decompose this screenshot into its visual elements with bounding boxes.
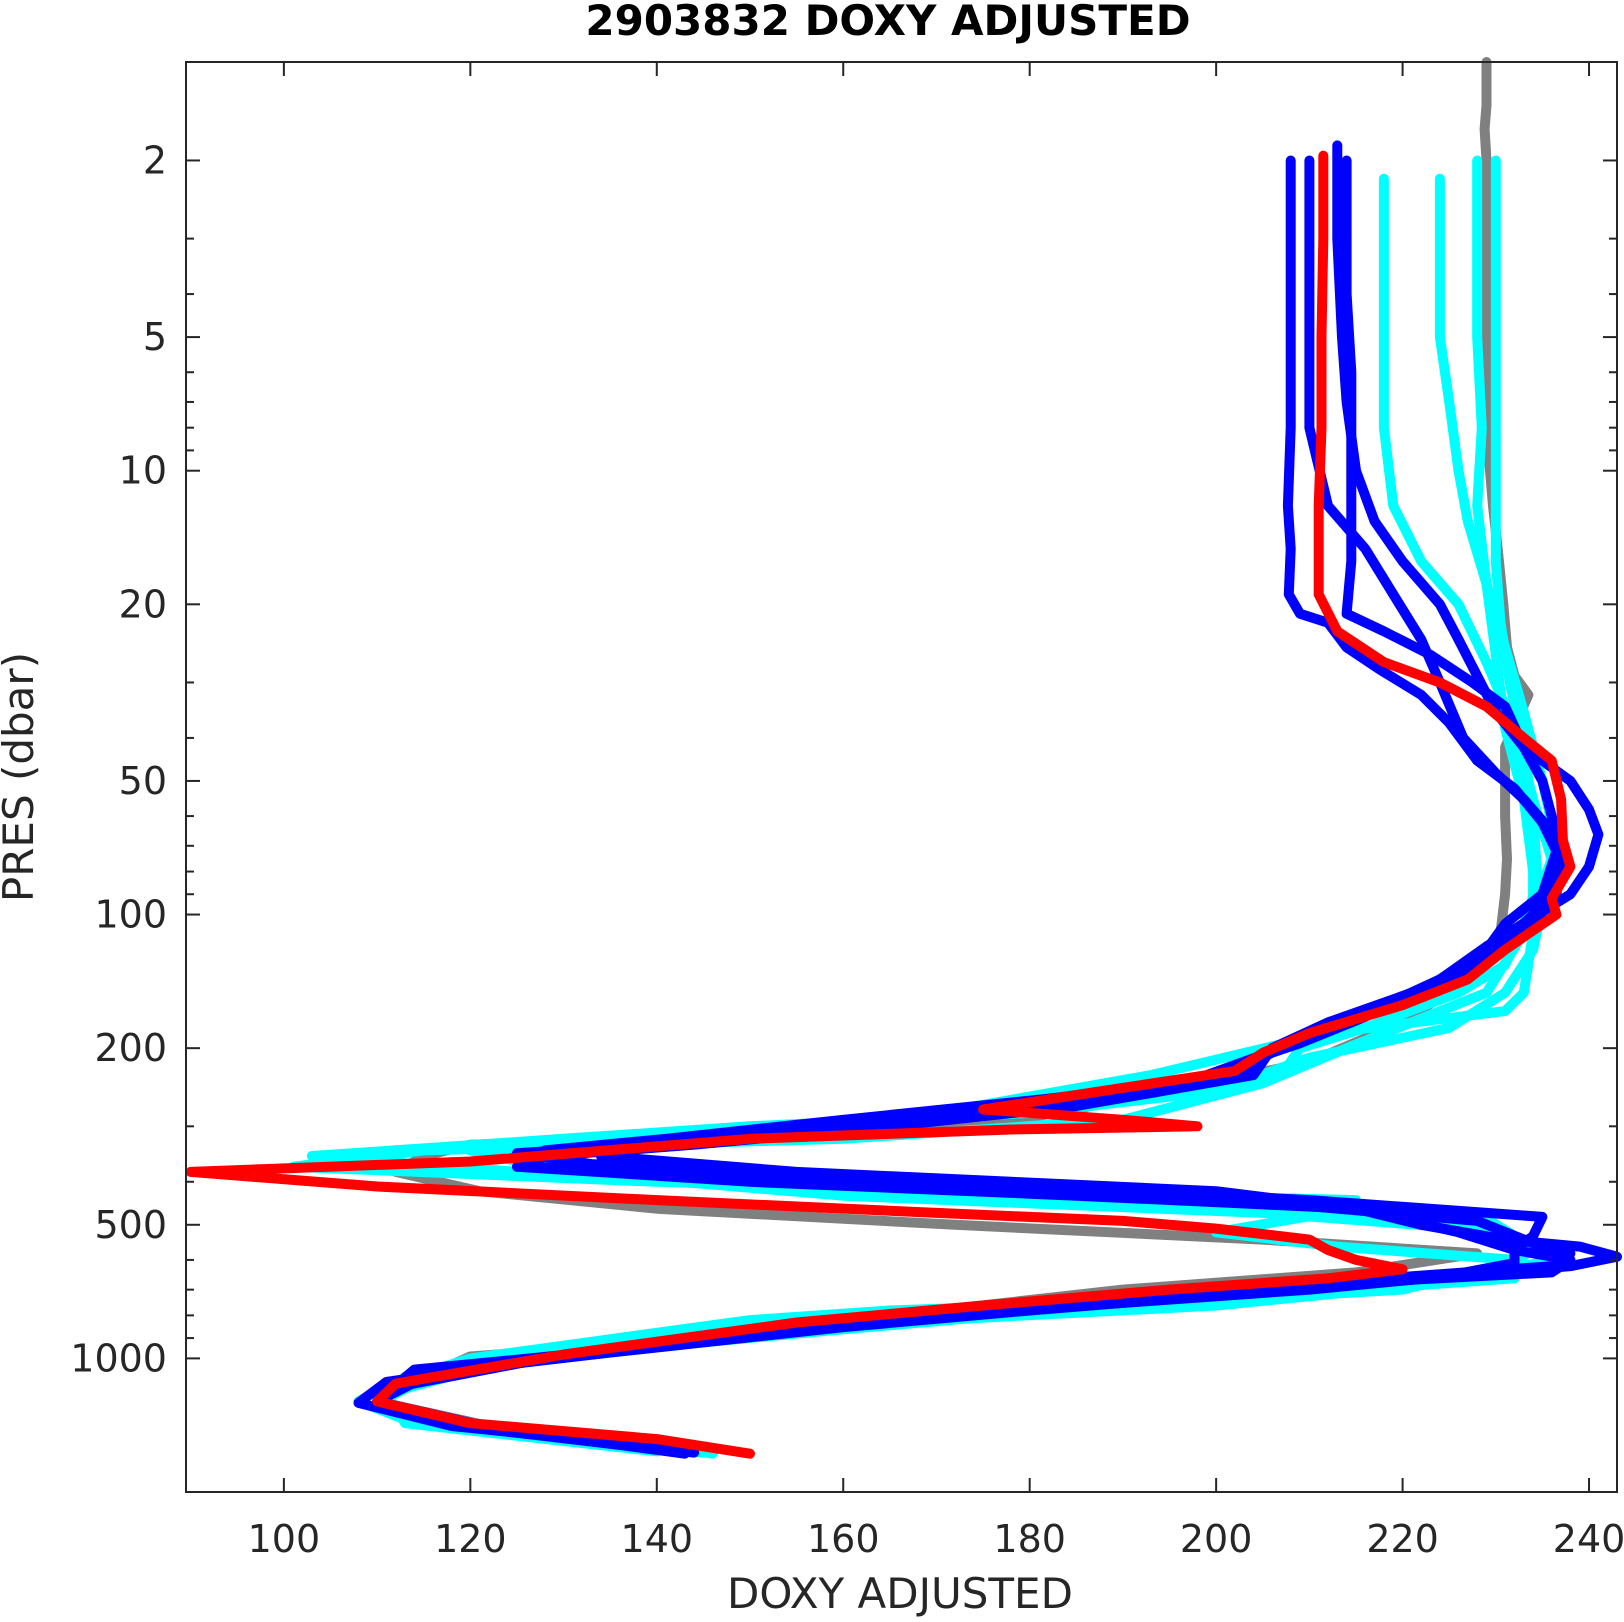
x-axis: 100 120 140 160 180 200 220 240 — [248, 62, 1624, 1561]
x-tick-label: 220 — [1366, 1517, 1439, 1561]
y-tick-label: 100 — [94, 893, 167, 937]
chart-title: 2903832 DOXY ADJUSTED — [585, 0, 1190, 45]
x-tick-label: 140 — [621, 1517, 694, 1561]
series-line-red-9 — [185, 150, 1576, 1459]
y-axis: 2 5 10 20 50 100 200 500 1000 — [70, 138, 1617, 1493]
y-tick-label: 500 — [94, 1203, 167, 1247]
plot-series — [185, 57, 1622, 1459]
x-tick-label: 180 — [993, 1517, 1066, 1561]
x-tick-label: 160 — [807, 1517, 880, 1561]
y-tick-label: 200 — [94, 1026, 167, 1070]
x-tick-label: 100 — [248, 1517, 321, 1561]
y-tick-label: 2 — [143, 138, 167, 182]
y-tick-label: 20 — [119, 582, 167, 626]
y-axis-label: PRES (dbar) — [0, 652, 43, 902]
x-tick-label: 240 — [1553, 1517, 1624, 1561]
series-line-cyan-1 — [288, 173, 1557, 1459]
y-tick-label: 10 — [119, 449, 167, 493]
y-tick-label: 50 — [119, 759, 167, 803]
y-tick-label: 5 — [143, 315, 167, 359]
series-line-cyan-3 — [381, 155, 1557, 1457]
plot-frame — [185, 61, 1618, 1493]
x-tick-label: 200 — [1180, 1517, 1253, 1561]
x-axis-label: DOXY ADJUSTED — [727, 1569, 1073, 1618]
x-tick-label: 120 — [434, 1517, 507, 1561]
y-tick-label: 1000 — [70, 1336, 167, 1380]
series-line-blue-8 — [372, 155, 1622, 1458]
